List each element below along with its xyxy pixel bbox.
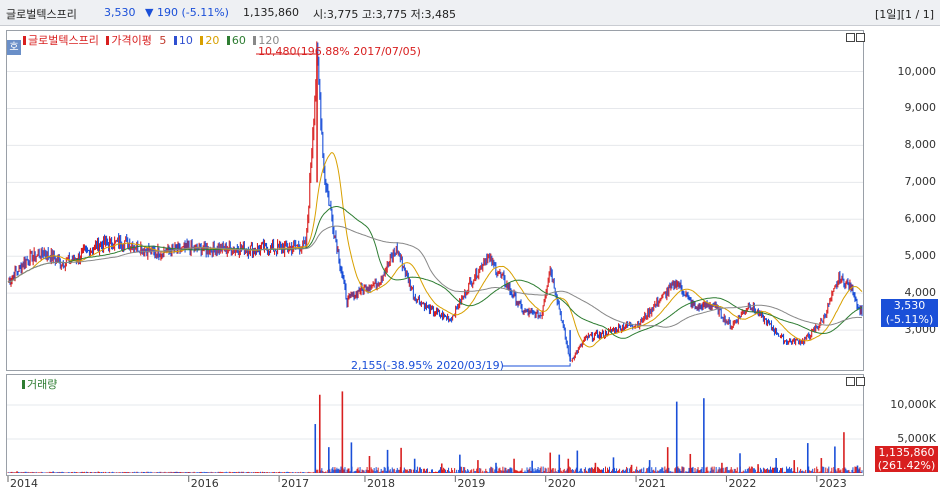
price-close-button[interactable]: [856, 33, 865, 42]
low-arrow: [503, 363, 571, 367]
ho-tag[interactable]: 호: [7, 40, 21, 55]
x-tick-label: 2018: [366, 477, 395, 490]
ma20-line: [7, 152, 863, 348]
x-tick-label: 2016: [190, 477, 219, 490]
low-annotation: 2,155(-38.95% 2020/03/19): [351, 359, 504, 372]
high-annotation: 10,480(196.88% 2017/07/05): [258, 45, 421, 58]
legend-ma20: 20: [200, 34, 219, 47]
volume-panel: [6, 374, 864, 476]
period-selector[interactable]: [1일][1 / 1]: [875, 8, 934, 21]
last-price-pct: (-5.11%): [885, 313, 934, 326]
price-panel: [6, 30, 864, 371]
x-tick-label: 2019: [457, 477, 486, 490]
x-tick-label: 2020: [547, 477, 576, 490]
price-y-tick: 8,000: [904, 138, 937, 152]
last-price-tag: 3,530 (-5.11%): [881, 299, 938, 327]
legend-stock: 글로벌텍스프리: [23, 34, 99, 47]
volume-legend-label: 거래량: [27, 378, 58, 391]
ma120-line: [7, 225, 863, 328]
stock-name: 글로벌텍스프리: [6, 8, 77, 21]
volume-y-tick: 5,000K: [897, 432, 936, 445]
ohl-values: 시:3,775 고:3,775 저:3,485: [313, 8, 456, 21]
price-y-tick: 4,000: [904, 286, 937, 300]
price-change: ▼ 190 (-5.11%): [145, 6, 229, 19]
volume-y-tick: 10,000K: [890, 398, 936, 411]
price-maximize-button[interactable]: [846, 33, 855, 42]
x-tick-label: 2014: [10, 477, 38, 490]
last-volume-value: 1,135,860: [878, 446, 935, 459]
stock-info-bar: 글로벌텍스프리 3,530 ▼ 190 (-5.11%) 1,135,860 시…: [0, 0, 940, 26]
price-y-tick: 5,000: [904, 249, 937, 263]
x-tick-label: 2023: [818, 477, 847, 490]
legend-ma120: 120: [253, 34, 279, 47]
ma60-line: [7, 206, 863, 339]
last-price-value: 3,530: [893, 299, 926, 312]
last-volume-pct: (261.42%): [877, 459, 936, 472]
current-price: 3,530: [104, 6, 136, 19]
x-tick-label: 2017: [281, 477, 310, 490]
volume-close-button[interactable]: [856, 377, 865, 386]
price-legend: 글로벌텍스프리 가격이평 5 10 20 60 120: [23, 32, 283, 48]
volume-value: 1,135,860: [243, 6, 299, 19]
last-volume-tag: 1,135,860 (261.42%): [875, 446, 938, 472]
x-tick-label: 2022: [728, 477, 757, 490]
price-y-tick: 6,000: [904, 212, 937, 226]
high-arrow: [256, 51, 318, 55]
x-tick-label: 2021: [638, 477, 667, 490]
price-y-tick: 10,000: [897, 64, 937, 78]
legend-ma5: 5: [159, 34, 167, 47]
volume-legend: 거래량: [22, 376, 61, 392]
legend-ma60: 60: [226, 34, 246, 47]
price-y-tick: 7,000: [904, 175, 937, 189]
legend-ma-label: 가격이평: [106, 34, 152, 47]
volume-maximize-button[interactable]: [846, 377, 855, 386]
price-y-tick: 9,000: [904, 101, 937, 115]
legend-ma10: 10: [173, 34, 193, 47]
